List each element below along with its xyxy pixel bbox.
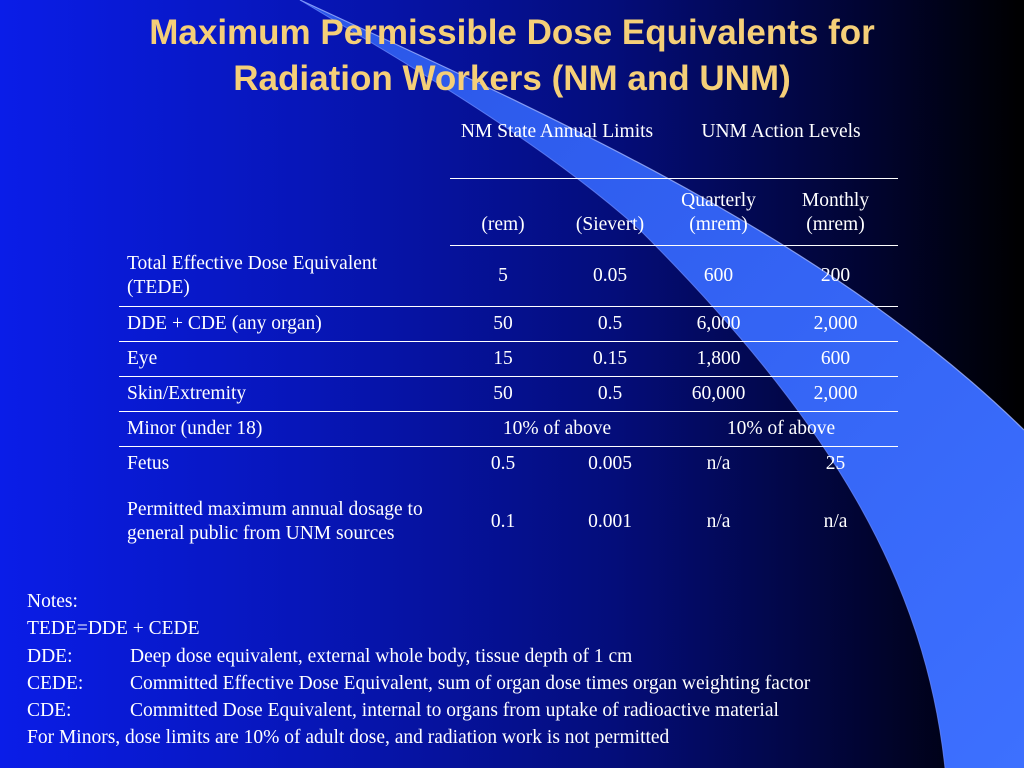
- note-definition: CEDE: Committed Effective Dose Equivalent…: [27, 670, 810, 697]
- rem-cell: 50: [450, 376, 556, 412]
- table-row: DDE + CDE (any organ) 50 0.5 6,000 2,000: [119, 306, 898, 342]
- quarterly-cell: n/a: [706, 511, 731, 532]
- quarterly-cell: 60,000: [664, 376, 773, 412]
- table-row: Permitted maximum annual dosage to gener…: [119, 481, 898, 563]
- row-label: Eye: [119, 341, 450, 377]
- monthly-cell: 25: [773, 446, 898, 481]
- sievert-cell: 0.005: [556, 446, 664, 481]
- table-row: Skin/Extremity 50 0.5 60,000 2,000: [119, 376, 898, 412]
- sievert-cell: 0.001: [588, 511, 632, 532]
- notes-heading: Notes:: [27, 591, 78, 612]
- note-abbr: DDE:: [27, 645, 73, 667]
- group-header-row: NM State Annual Limits UNM Action Levels: [119, 116, 898, 179]
- rem-header: (rem): [450, 178, 556, 246]
- unm-action-levels-header: UNM Action Levels: [701, 121, 861, 142]
- sievert-header: (Sievert): [556, 178, 664, 246]
- sievert-cell: 0.5: [556, 376, 664, 412]
- table-row: Fetus 0.5 0.005 n/a 25: [119, 446, 898, 481]
- dose-limits-table: NM State Annual Limits UNM Action Levels…: [119, 116, 898, 563]
- notes-tede-formula: TEDE=DDE + CEDE: [27, 618, 200, 640]
- note-abbr: CEDE:: [27, 672, 84, 694]
- unm-combined-cell: 10% of above: [664, 411, 898, 447]
- quarterly-header: Quarterly (mrem): [664, 178, 773, 246]
- rem-cell: 0.5: [450, 446, 556, 481]
- note-text: Committed Dose Equivalent, internal to o…: [130, 700, 779, 722]
- quarterly-cell: 6,000: [664, 306, 773, 342]
- note-definition: CDE: Committed Dose Equivalent, internal …: [27, 697, 810, 724]
- note-definition: DDE: Deep dose equivalent, external whole…: [27, 643, 810, 670]
- nm-limits-header: NM State Annual Limits: [460, 121, 654, 142]
- quarterly-cell: n/a: [664, 446, 773, 481]
- notes-section: Notes: TEDE=DDE + CEDE DDE: Deep dose equ…: [27, 588, 810, 752]
- monthly-cell: n/a: [823, 511, 848, 532]
- notes-minors: For Minors, dose limits are 10% of adult…: [27, 727, 670, 749]
- row-label: DDE + CDE (any organ): [119, 306, 450, 342]
- monthly-header: Monthly (mrem): [773, 178, 898, 246]
- sievert-cell: 0.05: [556, 245, 664, 307]
- monthly-cell: 600: [773, 341, 898, 377]
- title-line-1: Maximum Permissible Dose Equivalents for: [149, 13, 875, 52]
- slide-title: Maximum Permissible Dose Equivalents for…: [0, 10, 1024, 102]
- rem-cell: 15: [450, 341, 556, 377]
- title-line-2: Radiation Workers (NM and UNM): [233, 59, 791, 98]
- note-abbr: CDE:: [27, 700, 72, 722]
- quarterly-cell: 600: [664, 245, 773, 307]
- note-text: Committed Effective Dose Equivalent, sum…: [130, 672, 811, 694]
- table-row: Total Effective Dose Equivalent (TEDE) 5…: [119, 245, 898, 307]
- unit-header-row: (rem) (Sievert) Quarterly (mrem) Monthly…: [119, 178, 898, 246]
- monthly-cell: 200: [773, 245, 898, 307]
- monthly-cell: 2,000: [773, 306, 898, 342]
- row-label: Fetus: [119, 446, 450, 481]
- rem-cell: 50: [450, 306, 556, 342]
- table-row: Eye 15 0.15 1,800 600: [119, 341, 898, 377]
- row-label: Minor (under 18): [119, 411, 450, 447]
- rem-cell: 5: [450, 245, 556, 307]
- quarterly-cell: 1,800: [664, 341, 773, 377]
- sievert-cell: 0.15: [556, 341, 664, 377]
- nm-combined-cell: 10% of above: [450, 411, 664, 447]
- row-label: Total Effective Dose Equivalent (TEDE): [127, 252, 378, 298]
- rem-cell: 0.1: [490, 511, 516, 532]
- row-label: Permitted maximum annual dosage to gener…: [127, 499, 423, 544]
- table-row: Minor (under 18) 10% of above 10% of abo…: [119, 411, 898, 447]
- row-label: Skin/Extremity: [119, 376, 450, 412]
- sievert-cell: 0.5: [556, 306, 664, 342]
- monthly-cell: 2,000: [773, 376, 898, 412]
- note-text: Deep dose equivalent, external whole bod…: [130, 645, 633, 667]
